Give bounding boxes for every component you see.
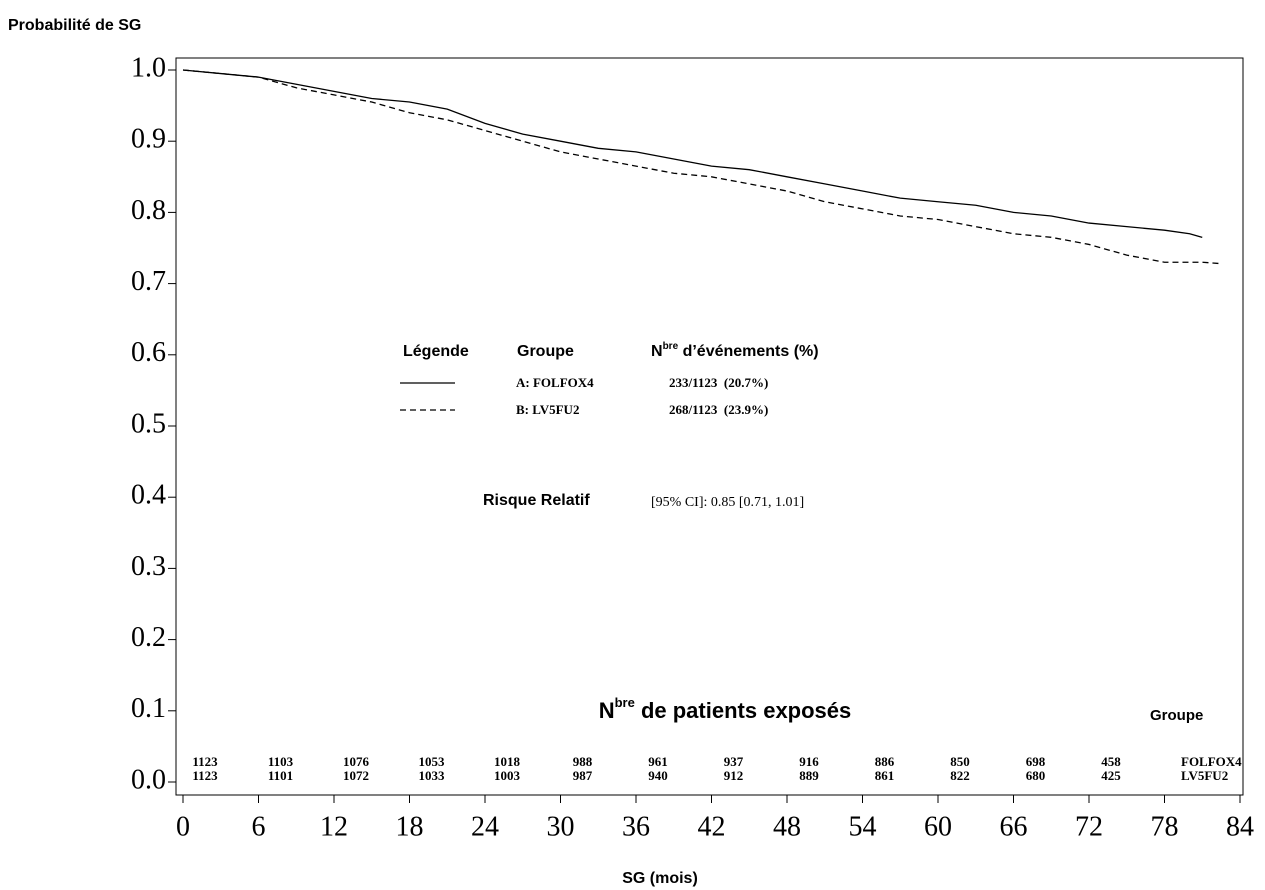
x-tick-label: 72 [1075,811,1103,842]
at-risk-count: 698 [1026,754,1046,769]
x-tick-label: 12 [320,811,348,842]
at-risk-count: 425 [1101,768,1121,783]
x-tick-label: 30 [547,811,575,842]
at-risk-count: 1123 [192,768,218,783]
plot-frame [175,57,1244,796]
y-tick-label: 0.1 [131,693,166,724]
at-risk-count: 916 [799,754,819,769]
y-tick-label: 0.6 [131,337,166,368]
y-tick-label: 0.5 [131,408,166,439]
text: d’événements (%) [678,343,818,360]
y-axis-label: Probabilité de SG [8,17,141,34]
at-risk-count: 889 [799,768,819,783]
legend-header-group: Groupe [517,343,574,360]
at-risk-count: 1103 [268,754,294,769]
superscript: bre [615,695,635,710]
y-tick-label: 1.0 [131,52,166,83]
at-risk-group-header: Groupe [1150,707,1203,724]
at-risk-count: 961 [648,754,668,769]
at-risk-group: FOLFOX4 [1181,754,1242,769]
legend-label: A: FOLFOX4 [516,375,594,390]
y-tick-label: 0.3 [131,551,166,582]
at-risk-count: 458 [1101,754,1121,769]
at-risk-count: 1072 [343,768,369,783]
at-risk-group: LV5FU2 [1181,768,1228,783]
y-tick-label: 0.4 [131,480,166,511]
survival-line [182,69,1222,265]
x-tick-label: 0 [176,811,190,842]
y-tick-label: 0.7 [131,266,166,297]
x-tick-label: 36 [622,811,650,842]
hazard-text: [95% CI]: 0.85 [0.71, 1.01] [651,495,804,510]
at-risk-title: Nbre de patients exposés [599,695,852,722]
at-risk-count: 1033 [419,768,446,783]
x-tick-label: 60 [924,811,952,842]
at-risk-count: 861 [875,768,895,783]
text: de patients exposés [635,698,851,723]
legend-events: 268/1123 (23.9%) [669,402,768,417]
at-risk-count: 987 [573,768,593,783]
at-risk-count: 1003 [494,768,521,783]
x-tick-label: 6 [252,811,266,842]
at-risk-count: 988 [573,754,593,769]
at-risk-count: 822 [950,768,970,783]
hazard-label: Risque Relatif [483,492,590,509]
at-risk-count: 850 [950,754,970,769]
at-risk-count: 886 [875,754,895,769]
y-tick-label: 0.2 [131,622,166,653]
x-tick-label: 54 [849,811,877,842]
y-tick-label: 0.9 [131,124,166,155]
y-tick-label: 0.8 [131,195,166,226]
text: N [599,698,615,723]
x-tick-label: 42 [698,811,726,842]
x-tick-label: 48 [773,811,801,842]
text: N [651,343,663,360]
at-risk-count: 1101 [268,768,293,783]
x-tick-label: 24 [471,811,499,842]
survival-line [182,69,1203,238]
y-tick-label: 0.0 [131,764,166,795]
superscript: bre [663,341,679,352]
legend-header-key: Légende [403,343,469,360]
at-risk-count: 1076 [343,754,370,769]
x-tick-label: 78 [1151,811,1179,842]
at-risk-count: 940 [648,768,668,783]
at-risk-count: 680 [1026,768,1046,783]
x-tick-label: 66 [1000,811,1028,842]
at-risk-count: 1018 [494,754,521,769]
at-risk-count: 937 [724,754,744,769]
legend-events: 233/1123 (20.7%) [669,375,768,390]
at-risk-count: 912 [724,768,744,783]
legend-header-events: Nbre d’événements (%) [651,341,819,361]
x-axis-label: SG (mois) [622,870,698,887]
legend-label: B: LV5FU2 [516,402,579,417]
x-tick-label: 18 [396,811,424,842]
at-risk-count: 1053 [419,754,446,769]
x-tick-label: 84 [1226,811,1254,842]
at-risk-count: 1123 [192,754,218,769]
